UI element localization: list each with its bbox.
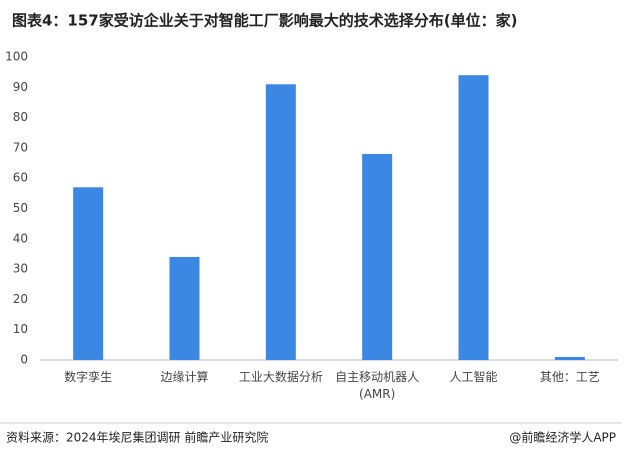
y-tick-label: 20 <box>13 292 28 306</box>
bar <box>554 356 585 360</box>
bar <box>362 153 393 360</box>
y-tick-label: 0 <box>20 353 28 367</box>
x-tick-label: 其他：工艺 <box>539 370 600 384</box>
y-tick-label: 70 <box>13 140 28 154</box>
chart-title: 图表4：157家受访企业关于对智能工厂影响最大的技术选择分布(单位：家) <box>12 12 517 30</box>
x-tick-label: 边缘计算 <box>160 370 209 384</box>
x-tick-label: 人工智能 <box>449 370 498 384</box>
x-tick-label: 工业大数据分析 <box>238 370 323 384</box>
bar <box>169 256 200 360</box>
y-tick-label: 100 <box>5 50 28 64</box>
y-tick-label: 90 <box>13 80 28 94</box>
bar <box>265 84 296 361</box>
bar <box>73 187 104 360</box>
x-tick-label: 自主移动机器人 (AMR) <box>335 370 420 401</box>
y-tick-label: 40 <box>13 231 28 245</box>
y-tick-label: 30 <box>13 262 28 276</box>
y-tick-label: 60 <box>13 171 28 185</box>
y-tick-label: 80 <box>13 110 28 124</box>
source: 资料来源：2024年埃尼集团调研 前瞻产业研究院 <box>6 430 268 445</box>
y-tick-label: 50 <box>13 201 28 215</box>
bar <box>458 75 489 361</box>
credit: @前瞻经济学人APP <box>509 430 616 445</box>
x-tick-label: 数字孪生 <box>64 370 113 384</box>
y-tick-label: 10 <box>13 322 28 336</box>
